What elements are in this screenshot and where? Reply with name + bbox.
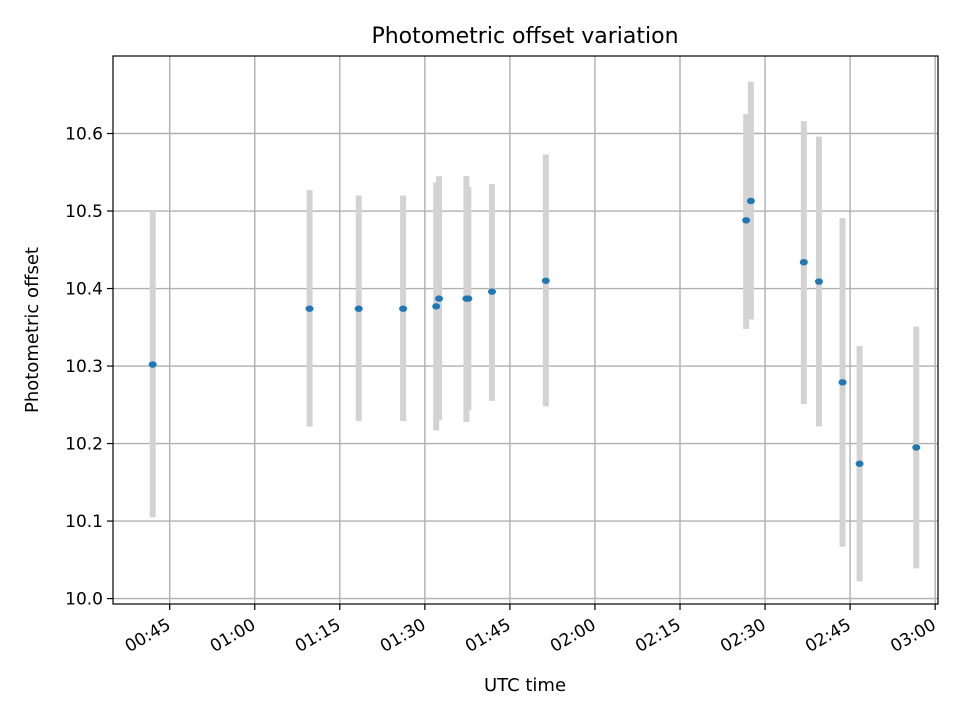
data-point (435, 295, 444, 302)
y-tick-label: 10.1 (65, 512, 103, 532)
data-point (799, 258, 808, 266)
data-point (912, 444, 921, 451)
y-tick-label: 10.0 (65, 590, 103, 610)
data-point (464, 295, 473, 302)
y-tick-label: 10.4 (65, 280, 103, 300)
data-point (305, 305, 314, 312)
data-point (487, 288, 496, 295)
x-axis-label: UTC time (484, 675, 566, 696)
data-point (148, 361, 157, 368)
grid (113, 56, 938, 604)
y-tick-label: 10.2 (65, 435, 103, 455)
data-point (432, 303, 441, 310)
data-points (148, 197, 921, 467)
data-point (814, 278, 823, 285)
y-axis-label: Photometric offset (22, 247, 43, 413)
chart-title: Photometric offset variation (371, 24, 678, 49)
plot-frame (112, 55, 939, 605)
y-tick-label: 10.6 (65, 125, 103, 145)
data-point (742, 217, 751, 224)
y-tick-label: 10.5 (65, 202, 103, 222)
data-point (354, 305, 363, 312)
data-point (855, 460, 864, 467)
data-point (541, 277, 550, 284)
data-point (746, 197, 755, 205)
data-point (838, 379, 847, 386)
data-point (399, 305, 408, 312)
plot-area (113, 56, 938, 604)
y-tick-label: 10.3 (65, 357, 103, 377)
